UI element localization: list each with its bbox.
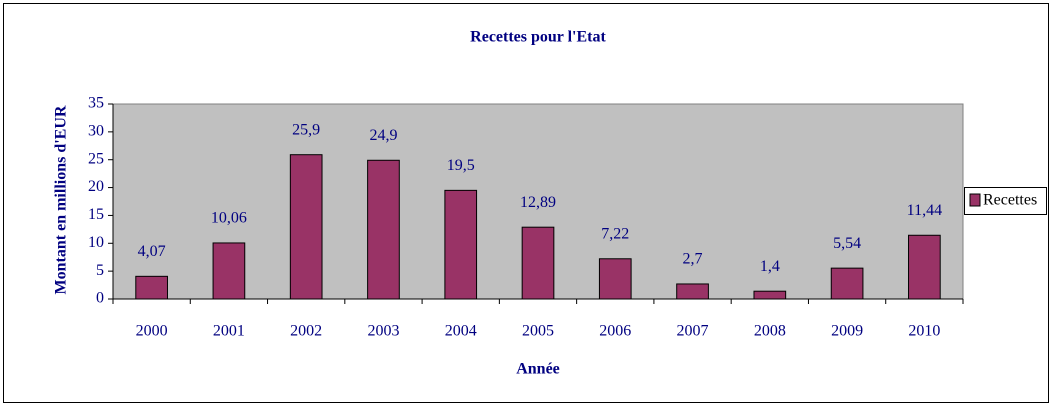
- x-tick-label: 2005: [522, 323, 554, 340]
- bar: [753, 290, 787, 300]
- x-tick-label: 2001: [213, 323, 245, 340]
- y-tick-label: 5: [96, 262, 104, 279]
- data-label: 4,07: [138, 243, 166, 260]
- bar: [289, 154, 323, 300]
- bar: [830, 267, 864, 300]
- x-tick-label: 2000: [136, 323, 168, 340]
- bar: [521, 226, 555, 300]
- y-tick-label: 15: [88, 206, 104, 223]
- chart-title: Recettes pour l'Etat: [470, 29, 606, 46]
- x-tick-label: 2010: [908, 323, 940, 340]
- y-tick-label: 20: [88, 178, 104, 195]
- data-label: 2,7: [683, 251, 703, 268]
- y-tick-label: 35: [88, 95, 104, 112]
- data-label: 1,4: [760, 258, 780, 275]
- bar: [908, 234, 941, 300]
- legend-label: Recettes: [983, 192, 1037, 209]
- data-label: 5,54: [833, 235, 861, 252]
- bar: [444, 189, 478, 300]
- x-tick-label: 2006: [599, 323, 631, 340]
- bar: [676, 283, 709, 300]
- bar: [135, 275, 168, 300]
- data-label: 25,9: [292, 121, 320, 138]
- bar: [212, 242, 246, 300]
- x-tick-label: 2007: [677, 323, 709, 340]
- data-label: 10,06: [211, 210, 247, 227]
- data-label: 7,22: [601, 225, 629, 242]
- bar: [367, 159, 400, 300]
- legend-swatch: [969, 193, 981, 207]
- x-tick-label: 2003: [367, 323, 399, 340]
- y-tick-label: 25: [88, 150, 104, 167]
- x-tick-label: 2002: [290, 323, 322, 340]
- x-axis-label: Année: [516, 361, 560, 378]
- data-label: 12,89: [520, 194, 556, 211]
- y-axis-label: Montant en millions d'EUR: [53, 105, 70, 294]
- bar: [598, 258, 632, 300]
- x-tick-label: 2004: [445, 323, 477, 340]
- x-tick-label: 2008: [754, 323, 786, 340]
- y-tick-label: 10: [88, 234, 104, 251]
- y-tick-label: 30: [88, 123, 104, 140]
- data-label: 24,9: [369, 127, 397, 144]
- data-label: 11,44: [907, 202, 942, 219]
- x-tick-label: 2009: [831, 323, 863, 340]
- data-label: 19,5: [447, 157, 475, 174]
- y-tick-label: 0: [96, 290, 104, 307]
